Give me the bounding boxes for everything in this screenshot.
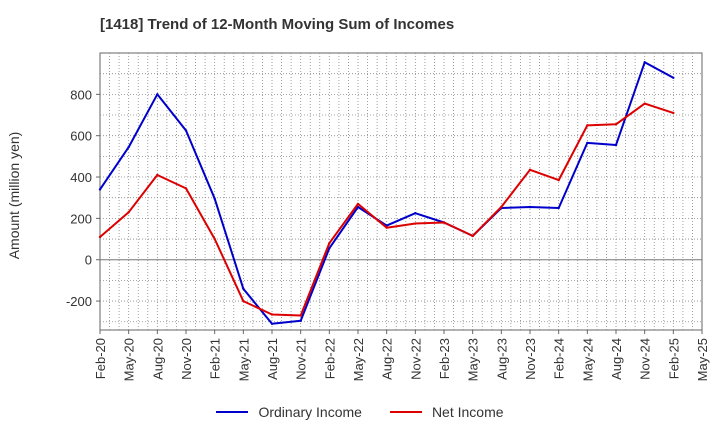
legend-label-ordinary-income: Ordinary Income xyxy=(258,404,362,420)
data-point-net-income xyxy=(500,205,503,209)
x-tick-label: Aug-24 xyxy=(609,338,624,380)
legend-swatch-net-income xyxy=(389,411,422,413)
data-point-ordinary-income xyxy=(184,129,188,132)
data-point-ordinary-income xyxy=(643,61,646,64)
data-point-net-income xyxy=(471,234,474,238)
x-tick-label: May-22 xyxy=(351,338,366,381)
x-tick-label: May-23 xyxy=(466,338,481,381)
x-tick-label: May-20 xyxy=(122,338,137,381)
data-point-ordinary-income xyxy=(672,76,675,80)
data-point-ordinary-income xyxy=(557,206,560,210)
data-point-net-income xyxy=(270,313,274,316)
x-tick-label: Aug-23 xyxy=(494,338,509,380)
y-tick-label: -200 xyxy=(66,294,92,309)
y-axis-label: Amount (million yen) xyxy=(6,132,22,260)
x-tick-label: Nov-24 xyxy=(638,338,653,380)
data-point-net-income xyxy=(156,173,159,177)
data-point-ordinary-income xyxy=(213,197,216,200)
data-point-net-income xyxy=(643,102,646,105)
grid-layer xyxy=(99,52,703,331)
x-tick-label: Feb-25 xyxy=(666,338,681,379)
data-point-net-income xyxy=(98,235,102,239)
y-tick-label: 400 xyxy=(70,170,92,185)
x-tick-label: Feb-21 xyxy=(208,338,223,379)
legend: Ordinary Income Net Income xyxy=(0,404,720,420)
data-point-ordinary-income xyxy=(328,247,331,250)
data-point-net-income xyxy=(557,178,560,182)
x-tick-label: Feb-22 xyxy=(322,338,337,379)
x-tick-label: Feb-24 xyxy=(552,338,567,379)
series-layer xyxy=(98,61,675,325)
x-tick-label: Nov-22 xyxy=(408,338,423,380)
data-point-net-income xyxy=(127,210,130,214)
data-point-ordinary-income xyxy=(614,143,618,147)
data-point-net-income xyxy=(299,314,302,317)
data-point-ordinary-income xyxy=(270,322,274,325)
x-tick-label: Aug-21 xyxy=(265,338,280,380)
y-tick-label: 0 xyxy=(85,253,92,268)
data-point-net-income xyxy=(414,222,417,225)
data-point-net-income xyxy=(184,187,188,190)
data-point-ordinary-income xyxy=(98,188,102,191)
data-point-net-income xyxy=(356,202,360,206)
y-tick-label: 600 xyxy=(70,129,92,144)
legend-item-ordinary-income: Ordinary Income xyxy=(216,404,362,420)
x-tick-label: Nov-20 xyxy=(179,338,194,380)
x-tick-label: Feb-23 xyxy=(437,338,452,379)
x-tick-label: May-25 xyxy=(695,338,710,381)
data-point-ordinary-income xyxy=(156,93,159,96)
data-point-ordinary-income xyxy=(528,205,532,209)
data-point-ordinary-income xyxy=(299,319,302,322)
legend-item-net-income: Net Income xyxy=(389,404,504,420)
data-point-net-income xyxy=(242,299,245,303)
data-point-net-income xyxy=(385,226,388,229)
x-tick-label: Nov-23 xyxy=(523,338,538,380)
plot-frame xyxy=(99,52,703,331)
data-point-net-income xyxy=(213,237,216,241)
x-tick-label: May-21 xyxy=(236,338,251,381)
legend-label-net-income: Net Income xyxy=(431,404,504,420)
chart-title: [1418] Trend of 12-Month Moving Sum of I… xyxy=(100,16,455,33)
data-point-net-income xyxy=(528,168,532,171)
legend-swatch-ordinary-income xyxy=(216,411,249,413)
data-point-net-income xyxy=(442,221,446,224)
x-tick-label: May-24 xyxy=(580,338,595,381)
data-point-net-income xyxy=(328,241,331,245)
axis-layer: -200 0 200 400 600 800 Feb-20 May-20 Aug-20 Nov-2… xyxy=(6,87,710,381)
y-tick-label: 800 xyxy=(70,87,92,102)
x-tick-label: Feb-20 xyxy=(93,338,108,379)
x-tick-label: Aug-22 xyxy=(380,338,395,380)
data-point-ordinary-income xyxy=(127,145,130,149)
data-point-net-income xyxy=(672,111,675,115)
data-point-ordinary-income xyxy=(414,212,417,215)
data-point-net-income xyxy=(614,123,618,126)
x-tick-label: Nov-21 xyxy=(294,338,309,380)
data-point-ordinary-income xyxy=(586,141,589,145)
x-tick-label: Aug-20 xyxy=(150,338,165,380)
data-point-ordinary-income xyxy=(242,287,245,290)
y-tick-label: 200 xyxy=(70,211,92,226)
data-point-net-income xyxy=(586,124,589,127)
